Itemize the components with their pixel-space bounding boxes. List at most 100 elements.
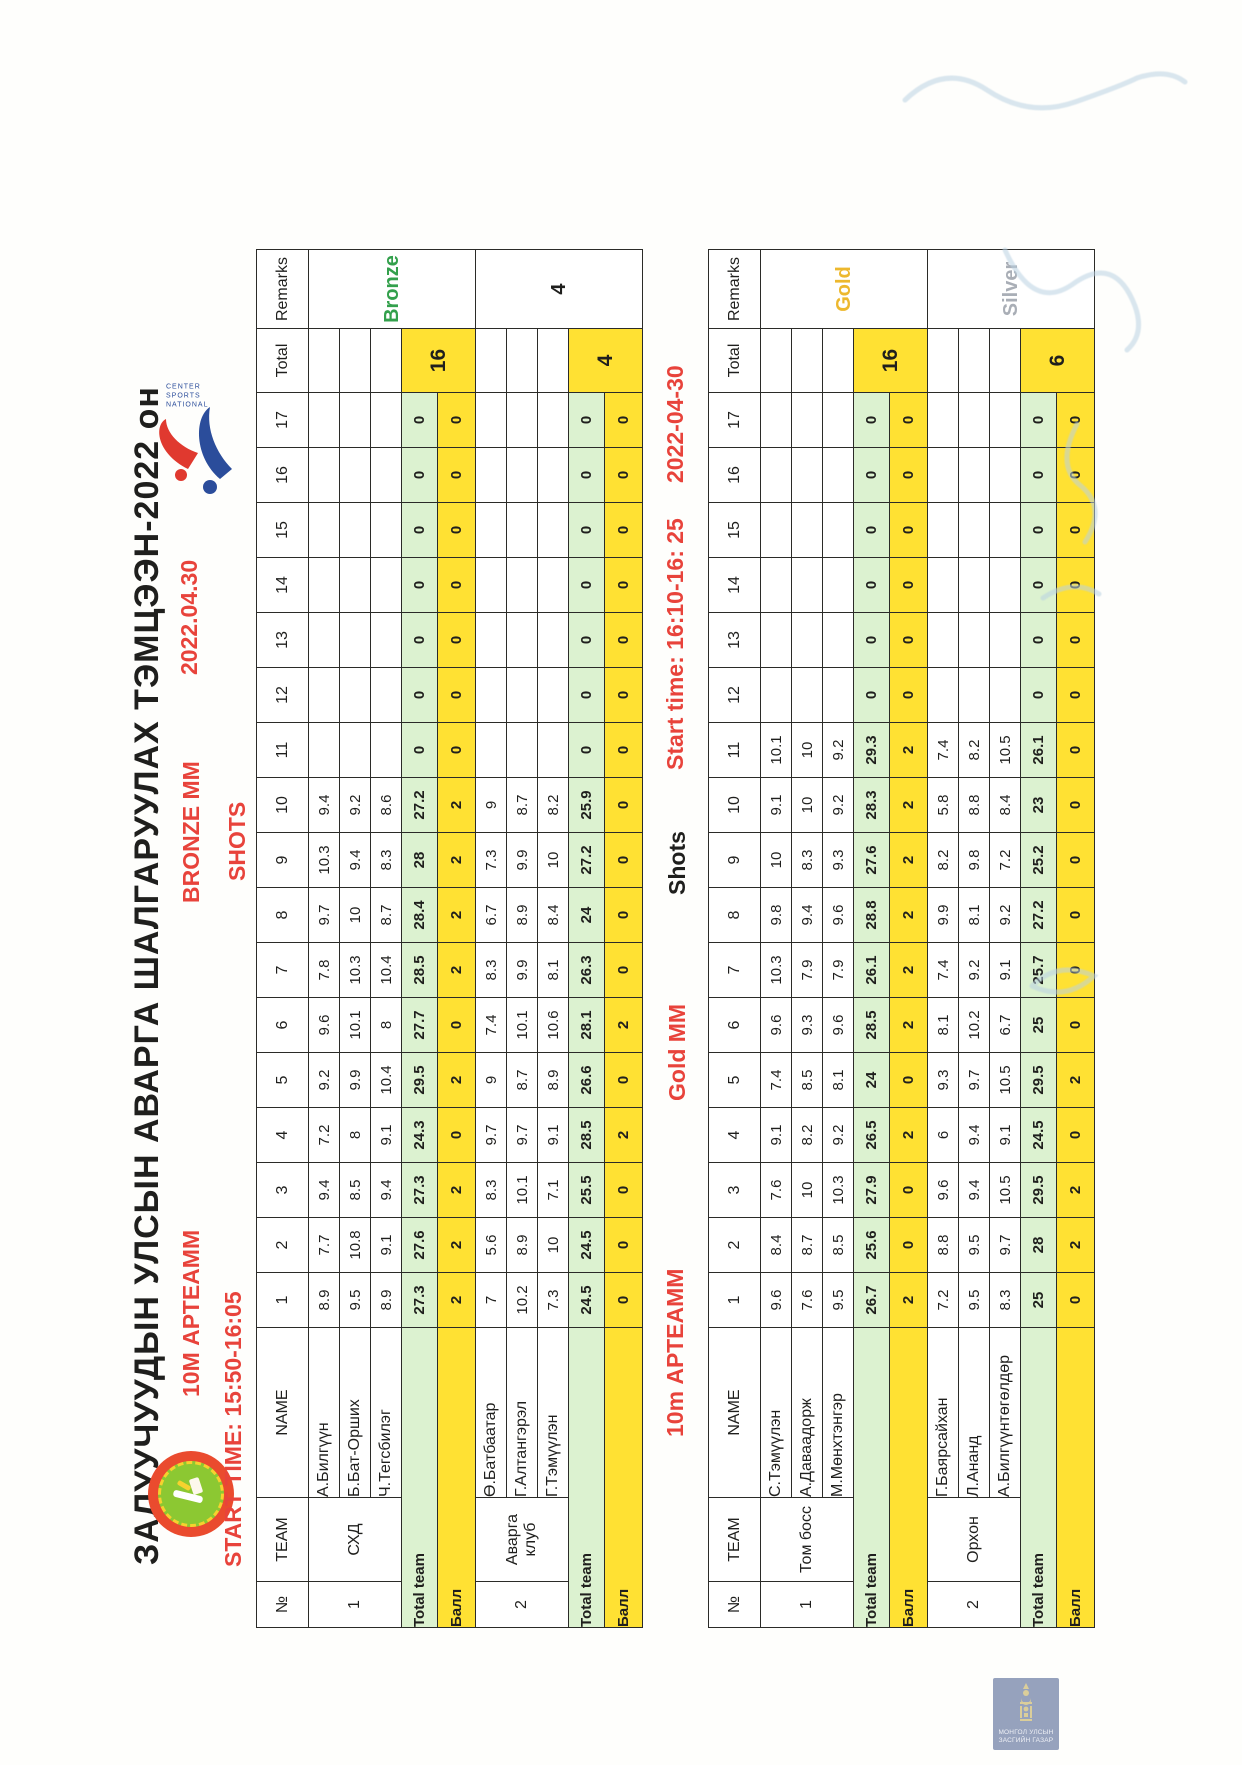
shot-score-cell: 10.2 bbox=[506, 1272, 538, 1328]
ball-score-cell: 2 bbox=[604, 1107, 643, 1163]
shot-score-cell: 8.4 bbox=[537, 887, 569, 943]
shot-score-cell: 9.6 bbox=[308, 997, 340, 1053]
team-total-cell: 27.7 bbox=[401, 997, 438, 1053]
col-header-shot-17: 17 bbox=[708, 392, 761, 448]
shot-score-cell: 8.9 bbox=[506, 887, 538, 943]
shot-score-cell: 10 bbox=[537, 1217, 569, 1273]
athlete-total-cell bbox=[339, 328, 371, 393]
ball-score-cell: 2 bbox=[437, 777, 476, 833]
shot-score-cell bbox=[989, 447, 1021, 503]
athlete-row: А.Билгүүнтөгөлдөр 8.3 9.7 10.5 9.1 10.5 6.7 9.1… bbox=[989, 250, 1021, 1628]
team-total-cell: 26.1 bbox=[1020, 722, 1057, 778]
event-label-2: 10m АРТЕАММ bbox=[662, 1268, 688, 1437]
shot-score-cell: 9.7 bbox=[958, 1052, 990, 1108]
shot-score-cell bbox=[989, 667, 1021, 723]
ball-score-cell: 0 bbox=[604, 447, 643, 503]
athlete-name-cell: Б.Бат-Орших bbox=[339, 1327, 371, 1498]
athlete-name-cell: А.Билгүүн bbox=[308, 1327, 340, 1498]
athlete-row: 2 Аварга клуб Ө.Батбаатар 7 5.6 8.3 9.7 9 7.4 8.3… bbox=[475, 249, 643, 1628]
col-header-name: NAME bbox=[256, 1327, 309, 1498]
team-total-cell: 0 bbox=[1020, 502, 1057, 558]
col-header-shot-16: 16 bbox=[708, 447, 761, 503]
athlete-total-cell bbox=[506, 328, 538, 393]
col-header-remarks: Remarks bbox=[708, 249, 761, 329]
shot-score-cell: 8.3 bbox=[989, 1272, 1021, 1328]
shot-score-cell bbox=[339, 722, 371, 778]
government-stamp: МОНГОЛ УЛСЫН ЗАСГИЙН ГАЗАР bbox=[993, 1678, 1059, 1750]
shot-score-cell bbox=[927, 557, 959, 613]
shot-score-cell: 8.7 bbox=[506, 777, 538, 833]
ball-score-cell: 2 bbox=[1056, 1217, 1095, 1273]
team-number-cell: 2 bbox=[475, 1581, 569, 1628]
team-total-cell: 29.5 bbox=[1020, 1162, 1057, 1218]
ball-score-cell: 0 bbox=[604, 392, 643, 448]
shot-score-cell: 8.6 bbox=[370, 777, 402, 833]
team-grand-total-cell: 16 bbox=[853, 328, 928, 393]
shot-score-cell: 10 bbox=[537, 832, 569, 888]
shot-score-cell bbox=[339, 392, 371, 448]
shot-score-cell bbox=[958, 557, 990, 613]
col-header-shot-10: 10 bbox=[708, 777, 761, 833]
team-total-cell: 26.5 bbox=[853, 1107, 890, 1163]
athlete-total-cell bbox=[308, 328, 340, 393]
shot-score-cell bbox=[822, 667, 854, 723]
shot-score-cell: 9.4 bbox=[958, 1107, 990, 1163]
shot-score-cell: 9.4 bbox=[308, 1162, 340, 1218]
ball-score-cell: 0 bbox=[1056, 502, 1095, 558]
col-header-shot-9: 9 bbox=[708, 832, 761, 888]
shot-score-cell: 10.8 bbox=[339, 1217, 371, 1273]
remark-cell: Bronze bbox=[308, 249, 476, 329]
ball-score-cell: 0 bbox=[604, 1217, 643, 1273]
shot-score-cell bbox=[958, 447, 990, 503]
shot-score-cell: 8.9 bbox=[537, 1052, 569, 1108]
team-total-cell: 24.5 bbox=[568, 1272, 605, 1328]
ball-score-cell: 0 bbox=[604, 557, 643, 613]
ball-score-cell: 0 bbox=[604, 667, 643, 723]
ball-score-cell: 0 bbox=[437, 667, 476, 723]
col-header-shot-8: 8 bbox=[708, 887, 761, 943]
col-header-shot-1: 1 bbox=[708, 1272, 761, 1328]
shot-score-cell bbox=[537, 722, 569, 778]
ball-score-cell: 0 bbox=[889, 392, 928, 448]
ball-score-cell: 0 bbox=[604, 1272, 643, 1328]
col-header-team: TEAM bbox=[256, 1497, 309, 1582]
team-number-cell: 1 bbox=[308, 1581, 402, 1628]
shot-score-cell bbox=[989, 612, 1021, 668]
total-team-label-cell: Total team bbox=[853, 1327, 890, 1628]
shot-score-cell: 8.1 bbox=[958, 887, 990, 943]
team-total-cell: 25.6 bbox=[853, 1217, 890, 1273]
shot-score-cell: 7.7 bbox=[308, 1217, 340, 1273]
shot-score-cell bbox=[370, 557, 402, 613]
shot-score-cell bbox=[791, 557, 823, 613]
shot-score-cell: 5.8 bbox=[927, 777, 959, 833]
nsc-logo-text: NATIONAL bbox=[166, 402, 209, 409]
ball-score-cell: 0 bbox=[437, 612, 476, 668]
ball-score-cell: 0 bbox=[889, 1162, 928, 1218]
nsc-logo-text: CENTER bbox=[166, 384, 201, 391]
shot-score-cell: 9.9 bbox=[927, 887, 959, 943]
shot-score-cell bbox=[537, 392, 569, 448]
team-number-cell: 1 bbox=[760, 1581, 854, 1628]
shot-score-cell: 10 bbox=[791, 777, 823, 833]
shot-score-cell bbox=[339, 557, 371, 613]
team-total-cell: 0 bbox=[401, 392, 438, 448]
athlete-row: А.Даваадорж 7.6 8.7 10 8.2 8.5 9.3 7.9 9.4 8.3 10 1… bbox=[791, 250, 823, 1628]
ball-score-cell: 2 bbox=[1056, 1162, 1095, 1218]
shot-score-cell bbox=[927, 612, 959, 668]
shot-score-cell: 7.3 bbox=[537, 1272, 569, 1328]
shot-score-cell: 9 bbox=[475, 777, 507, 833]
shot-score-cell bbox=[537, 557, 569, 613]
shot-score-cell: 8.4 bbox=[760, 1217, 792, 1273]
shot-score-cell: 7.4 bbox=[475, 997, 507, 1053]
shot-score-cell bbox=[791, 502, 823, 558]
team-total-cell: 27.9 bbox=[853, 1162, 890, 1218]
shot-score-cell: 9.5 bbox=[958, 1272, 990, 1328]
athlete-name-cell: А.Даваадорж bbox=[791, 1327, 823, 1498]
shot-score-cell bbox=[370, 612, 402, 668]
team-total-cell: 28 bbox=[1020, 1217, 1057, 1273]
header-row: № TEAM NAME 1 2 3 4 5 6 7 8 9 10 11 12 13 14 15 16 17 Total R… bbox=[256, 249, 309, 1628]
ball-score-cell: 2 bbox=[889, 722, 928, 778]
shot-score-cell bbox=[475, 447, 507, 503]
team-total-cell: 0 bbox=[401, 667, 438, 723]
